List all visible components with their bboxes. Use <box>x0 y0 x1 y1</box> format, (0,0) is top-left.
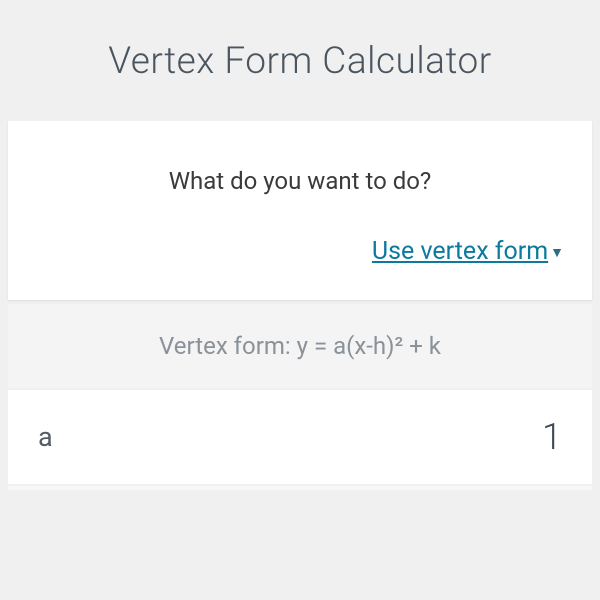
input-label-a: a <box>38 421 53 453</box>
question-card: What do you want to do? Use vertex form … <box>8 121 592 300</box>
page-title: Vertex Form Calculator <box>18 40 582 83</box>
dropdown-section: Use vertex form ▼ <box>8 215 592 300</box>
mode-dropdown[interactable]: Use vertex form ▼ <box>372 237 564 266</box>
divider <box>8 486 592 490</box>
input-row-a[interactable]: a 1 <box>8 390 592 484</box>
header: Vertex Form Calculator <box>8 8 592 121</box>
input-value-a: 1 <box>542 416 562 458</box>
formula-label: Vertex form: y = a(x-h)² + k <box>28 332 572 360</box>
question-prompt: What do you want to do? <box>28 167 572 195</box>
calculator-container: Vertex Form Calculator What do you want … <box>0 0 600 600</box>
formula-section: Vertex form: y = a(x-h)² + k <box>8 304 592 388</box>
dropdown-label: Use vertex form <box>372 237 548 266</box>
question-section: What do you want to do? <box>8 121 592 215</box>
chevron-down-icon: ▼ <box>550 244 564 261</box>
